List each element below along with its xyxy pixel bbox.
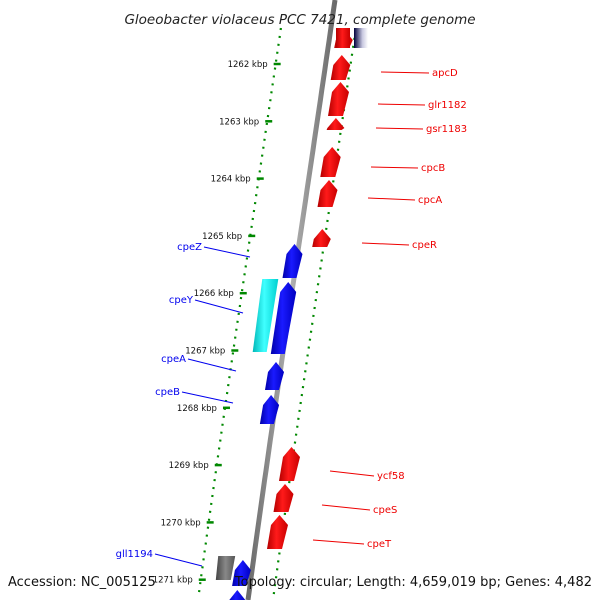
forward-gene-arrow [317,180,338,207]
forward-gene-arrow [336,28,350,48]
forward-gene-arrow [326,118,345,130]
forward-label-leader [375,127,424,130]
gene-label-cpeA: cpeA [161,354,186,365]
gene-label-gll1194: gll1194 [116,549,153,560]
gene-label-cpcB: cpcB [421,163,445,174]
reverse-label-leader [181,391,234,404]
reverse-gene-arrow [270,282,297,354]
gene-label-cpeT: cpeT [367,539,392,550]
gene-label-cpeR: cpeR [412,240,437,251]
left-dotted-guide [197,27,282,599]
scale-tick-label: 1270 kbp [161,518,201,528]
gene-label-cpcA: cpcA [418,195,442,206]
forward-label-leader [367,197,416,201]
forward-label-leader [321,504,371,511]
scale-tick-label: 1266 kbp [194,289,234,299]
scale-tick-label: 1263 kbp [219,117,259,127]
reverse-label-leader [187,358,237,372]
forward-gene-arrow [267,515,288,549]
other-gene-arrow [215,556,236,580]
forward-gene-arrow [279,447,300,481]
forward-label-leader [329,470,375,477]
highlighted-gene-arrow [252,279,279,352]
scale-ticks: 1262 kbp 1263 kbp 1264 kbp 1265 kbp 1266 kbp… [153,60,281,586]
reverse-strand-genes [215,244,303,600]
reverse-gene-arrow [265,362,284,390]
gene-label-ycf58: ycf58 [377,471,405,482]
reverse-gene-arrow [229,590,246,600]
forward-label-leader [377,103,426,106]
gene-label-cpeB: cpeB [155,387,180,398]
gene-label-cpeZ: cpeZ [177,242,202,253]
reverse-gene-arrow [232,560,251,586]
forward-gene-arrow [312,229,331,247]
topology-text: Topology: circular; Length: 4,659,019 bp… [234,575,592,590]
forward-gene-arrow [320,147,341,177]
scale-tick-label: 1264 kbp [211,175,251,185]
forward-label-leader [380,71,430,74]
other-gene-arrow [354,28,368,48]
forward-label-leader [312,539,365,545]
gene-label-cpeS: cpeS [373,505,397,516]
scale-tick-label: 1262 kbp [228,60,268,70]
reverse-label-leader [203,246,251,258]
scale-tick-label: 1265 kbp [202,232,242,242]
gene-labels: apcD glr1182 gsr1183 cpcB cpcA cpeR ycf58 cpeS c… [116,68,467,567]
reverse-label-leader [194,299,244,314]
scale-tick-label: 1267 kbp [185,347,225,357]
scale-tick-label: 1271 kbp [153,576,193,586]
reverse-gene-arrow [259,395,280,424]
accession-text: Accession: NC_005125 [8,575,156,590]
forward-strand-genes [267,28,368,549]
forward-gene-arrow [328,82,349,116]
forward-label-leader [370,166,419,169]
forward-gene-arrow [330,55,351,80]
forward-gene-arrow [273,484,294,512]
reverse-gene-arrow [282,244,303,278]
reverse-label-leader [154,553,203,567]
scale-tick-label: 1268 kbp [177,404,217,414]
scale-tick-label: 1269 kbp [169,461,209,471]
gene-label-glr1182: glr1182 [428,100,467,111]
gene-label-gsr1183: gsr1183 [426,124,467,135]
map-title: Gloeobacter violaceus PCC 7421, complete… [124,12,475,28]
forward-label-leader [361,242,410,246]
gene-label-cpeY: cpeY [169,295,194,306]
gene-label-apcD: apcD [432,68,458,79]
